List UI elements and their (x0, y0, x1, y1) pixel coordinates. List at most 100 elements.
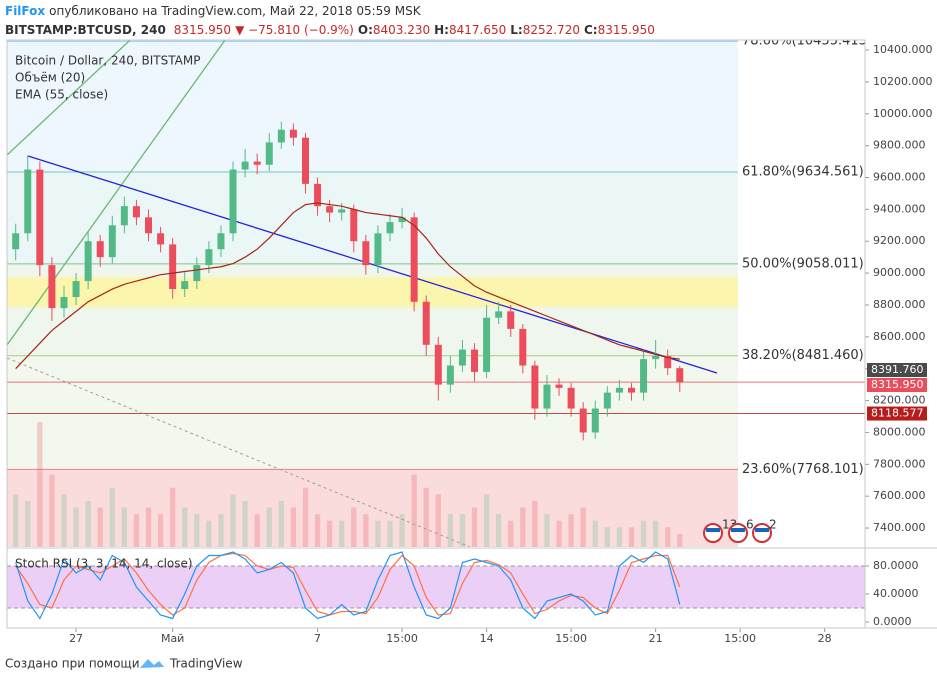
volume-bar (532, 500, 538, 547)
y-tick-label: 9600.000 (873, 171, 926, 184)
volume-bar (375, 520, 381, 547)
price-tag (867, 406, 927, 421)
candle-body (205, 249, 213, 266)
volume-bar (387, 520, 393, 547)
candle-body (652, 355, 660, 360)
candle-body (36, 169, 44, 266)
volume-bar (471, 507, 478, 547)
ema-line (15, 202, 680, 370)
fib-label: 38.20%(8481.460) (742, 348, 864, 363)
volume-bar (109, 487, 115, 547)
fib-band (7, 355, 738, 470)
y-tick-label: 10200.000 (873, 75, 933, 88)
stoch-line (15, 551, 681, 620)
volume-bar (423, 487, 429, 547)
candle-body (289, 129, 297, 138)
x-tick-label: Май (161, 632, 184, 645)
brand[interactable]: TradingView (169, 657, 243, 671)
event-flag (755, 528, 769, 532)
volume-bar (628, 527, 635, 547)
fib-band (7, 41, 738, 172)
y-tick-label: 9800.000 (873, 139, 926, 152)
axes: 7400.000 7600.000 7800.000 8000.000 8200.000… (69, 43, 932, 645)
event-flag (731, 528, 745, 532)
candle-body (640, 359, 648, 393)
candle-body (193, 265, 201, 282)
change: ▼ −75.810 (−0.9%) (235, 23, 354, 37)
fib-band (7, 171, 738, 264)
volume-bar (435, 494, 441, 547)
candle-body (120, 206, 128, 226)
trend-line (7, 40, 131, 156)
quote-label: L: (510, 23, 522, 37)
candle-body (108, 225, 116, 258)
trend-line (7, 40, 226, 346)
candle-body (12, 233, 20, 250)
x-tick-label: 21 (649, 632, 663, 645)
volume-bar (145, 507, 152, 547)
candle-body (531, 365, 539, 409)
volume-bar (13, 494, 19, 547)
candle-body (422, 301, 430, 345)
volume-bar (170, 487, 176, 547)
volume-bar (230, 494, 236, 547)
volume-bar (520, 507, 526, 547)
candle-body (169, 244, 177, 290)
candle-body (157, 233, 165, 245)
volume-bar (483, 494, 490, 547)
stoch-tick-label: 0.0000 (873, 615, 912, 628)
fib-label: 23.60%(7768.101) (742, 462, 864, 477)
candle-body (555, 384, 563, 388)
candle-body (374, 233, 382, 266)
fib-label: 78.60%(10455.413) (742, 34, 872, 49)
fib-band (7, 469, 738, 547)
candle-body (132, 206, 140, 218)
stoch-tick-label: 40.0000 (873, 587, 919, 600)
event-icon[interactable] (728, 523, 748, 543)
candle-body (24, 169, 32, 234)
x-tick-label: 27 (69, 632, 83, 645)
x-tick-label: 14 (480, 632, 494, 645)
candle-body (338, 209, 346, 213)
y-tick-label: 8000.000 (873, 425, 926, 438)
event-count: 6 (746, 518, 754, 532)
candle-body (277, 129, 285, 143)
volume-bar (339, 520, 345, 547)
candle-body (181, 281, 189, 290)
y-tick-label: 7400.000 (873, 521, 926, 534)
volume-bar (278, 500, 284, 547)
candle-body (48, 265, 56, 309)
fib-band (7, 469, 738, 547)
candle-body (495, 311, 503, 318)
events: 13 6 2 (703, 518, 777, 543)
candle-body (483, 317, 491, 372)
candle-body (579, 408, 587, 433)
x-tick-label: 28 (818, 632, 832, 645)
volume-bar (508, 520, 514, 547)
published: опубликовано на TradingView.com, Май 22,… (49, 4, 422, 18)
author[interactable]: FilFox (5, 4, 45, 18)
candle-body (386, 222, 394, 234)
candle-body (434, 344, 442, 385)
event-icon[interactable] (703, 523, 723, 543)
volume-bar (37, 422, 43, 547)
y-tick-label: 10000.000 (873, 107, 933, 120)
quote-value: 8403.230 (373, 23, 430, 37)
quote-line: BITSTAMP:BTCUSD, 240 8315.950 ▼ −75.810 (−… (5, 23, 655, 37)
candle-body (60, 297, 68, 309)
volume-bar (363, 514, 369, 547)
brand-logo[interactable] (140, 659, 164, 668)
volume-bar (85, 500, 91, 547)
volume-bar (194, 514, 200, 547)
candle-body (507, 311, 515, 329)
event-flag (706, 528, 720, 532)
candle-body (253, 161, 261, 165)
quote-label: H: (434, 23, 449, 37)
x-tick-label: 15:00 (724, 632, 756, 645)
candle-body (265, 142, 273, 165)
volume-bar (616, 527, 623, 547)
volume-bar (677, 533, 683, 547)
price-tag-label: 8315.950 (871, 378, 924, 391)
y-tick-label: 7800.000 (873, 457, 926, 470)
volume-bar (302, 487, 309, 547)
